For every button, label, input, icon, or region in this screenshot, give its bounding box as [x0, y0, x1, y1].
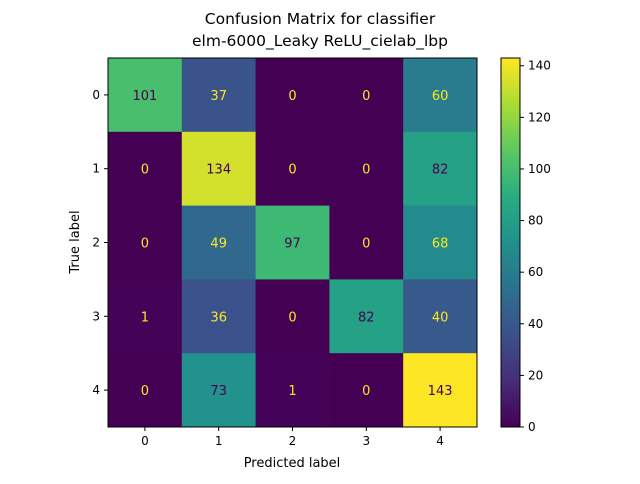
heatmap-cell [329, 58, 404, 133]
x-tick-label: 2 [289, 434, 297, 448]
cell-value-label: 0 [362, 89, 370, 104]
cell-value-label: 0 [362, 163, 370, 178]
cell-value-label: 134 [206, 163, 231, 178]
heatmap-cell [403, 58, 478, 133]
cell-value-label: 0 [362, 384, 370, 399]
y-axis-ticks: 0 1 2 3 4 [92, 88, 108, 397]
heatmap-cell [255, 279, 330, 354]
heatmap-cell [255, 353, 330, 428]
colorbar-tick-label: 20 [528, 368, 543, 382]
heatmap-cell [181, 279, 257, 354]
x-tick-label: 0 [141, 434, 149, 448]
colorbar-tick-label: 100 [528, 162, 551, 176]
cell-value-label: 73 [210, 384, 227, 399]
x-tick-label: 3 [362, 434, 370, 448]
heatmap-cell [329, 131, 404, 207]
cell-value-label: 0 [288, 89, 296, 104]
cell-value-label: 37 [210, 89, 227, 104]
heatmap-cell [255, 58, 330, 133]
heatmap-cell [108, 279, 183, 354]
cell-value-label: 143 [428, 384, 453, 399]
cell-value-label: 60 [432, 89, 449, 104]
heatmap-cell [181, 131, 257, 207]
heatmap-cells [108, 58, 478, 428]
x-axis-ticks: 0 1 2 3 4 [141, 427, 444, 448]
y-tick-label: 3 [92, 309, 100, 323]
heatmap-cell [403, 279, 478, 354]
colorbar-tick-label: 120 [528, 110, 551, 124]
heatmap-cell [329, 279, 404, 354]
heatmap-cell-labels: 101 37 0 0 600 134 0 0 820 49 97 0 681 36 0 82 400 73 1 0 14… [132, 89, 452, 399]
heatmap-cell [329, 353, 404, 428]
heatmap-cell [108, 58, 183, 133]
cell-value-label: 0 [141, 237, 149, 252]
colorbar-tick-label: 40 [528, 317, 543, 331]
cell-value-label: 68 [432, 237, 449, 252]
heatmap-cell [403, 353, 478, 428]
colorbar-tick-label: 140 [528, 59, 551, 73]
chart-title-line-1: Confusion Matrix for classifier [205, 10, 436, 28]
heatmap-cell [255, 131, 330, 207]
heatmap-cell [403, 131, 478, 207]
colorbar-tick-label: 0 [528, 420, 536, 434]
heatmap-cell [329, 205, 404, 280]
x-tick-label: 4 [436, 434, 444, 448]
cell-value-label: 49 [210, 237, 227, 252]
cell-value-label: 1 [288, 384, 296, 399]
colorbar-tick-label: 60 [528, 265, 543, 279]
colorbar-tick-label: 80 [528, 214, 543, 228]
cell-value-label: 0 [288, 163, 296, 178]
cell-value-label: 97 [284, 237, 301, 252]
heatmap-cell [181, 58, 257, 133]
cell-value-label: 101 [132, 89, 157, 104]
cell-value-label: 0 [288, 310, 296, 325]
heatmap-cell [108, 131, 183, 207]
heatmap-cell [403, 205, 478, 280]
y-tick-label: 0 [92, 88, 100, 102]
heatmap-cell [255, 205, 330, 280]
y-axis-label: True label [68, 210, 83, 274]
cell-value-label: 40 [432, 310, 449, 325]
cell-value-label: 36 [210, 310, 227, 325]
heatmap-cell [181, 353, 257, 428]
heatmap-cell [108, 353, 183, 428]
cell-value-label: 82 [432, 163, 449, 178]
cell-value-label: 0 [141, 384, 149, 399]
y-tick-label: 1 [92, 162, 100, 176]
y-tick-label: 4 [92, 383, 100, 397]
chart-title-line-2: elm-6000_Leaky ReLU_cielab_lbp [192, 32, 448, 51]
y-tick-label: 2 [92, 236, 100, 250]
cell-value-label: 0 [141, 163, 149, 178]
cell-value-label: 1 [141, 310, 149, 325]
x-tick-label: 1 [215, 434, 223, 448]
colorbar [500, 57, 521, 428]
cell-value-label: 82 [358, 310, 375, 325]
cell-value-label: 0 [362, 237, 370, 252]
colorbar-ticks: 0 20 40 60 80 100 120 140 [520, 59, 551, 434]
heatmap-cell [181, 205, 257, 280]
x-axis-label: Predicted label [244, 456, 341, 471]
heatmap-cell [108, 205, 183, 280]
